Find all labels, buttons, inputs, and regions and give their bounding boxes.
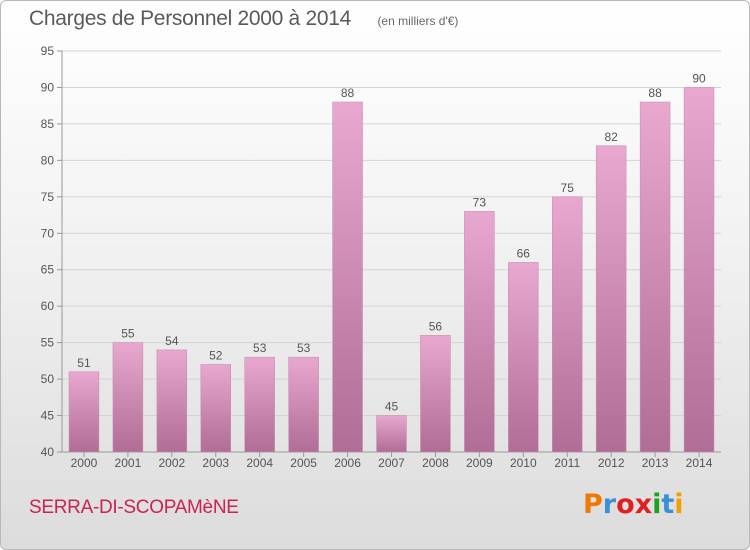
data-label: 88	[341, 86, 355, 100]
logo-letter: o	[616, 489, 635, 520]
logo-letter: i	[674, 489, 684, 520]
data-label: 73	[473, 195, 487, 209]
x-tick-label: 2004	[246, 456, 273, 470]
data-label: 90	[692, 71, 706, 85]
proxiti-logo[interactable]: Proxiti	[583, 489, 684, 520]
bar	[332, 101, 363, 453]
data-label: 88	[648, 86, 662, 100]
y-tick-label: 80	[41, 153, 55, 167]
x-tick-label: 2010	[510, 456, 537, 470]
chart-subtitle: (en milliers d'€)	[377, 14, 459, 28]
x-tick-label: 2001	[115, 456, 142, 470]
x-tick-label: 2014	[686, 456, 713, 470]
x-tick-label: 2006	[334, 456, 361, 470]
bar	[200, 364, 232, 453]
logo-letter: x	[634, 489, 653, 520]
x-tick-label: 2011	[554, 456, 580, 470]
y-tick-label: 70	[41, 226, 55, 240]
y-tick-label: 65	[41, 263, 55, 277]
data-label: 54	[165, 334, 179, 348]
logo-letter: P	[583, 489, 603, 520]
x-tick-label: 2000	[71, 456, 98, 470]
y-tick-label: 95	[41, 44, 55, 58]
y-tick-label: 40	[41, 445, 55, 459]
x-tick-label: 2009	[466, 456, 493, 470]
bar	[244, 356, 275, 453]
chart-title: Charges de Personnel 2000 à 2014	[29, 7, 351, 30]
bar	[464, 211, 495, 453]
bar	[508, 262, 539, 453]
bar	[112, 342, 144, 453]
x-tick-labels: 2000 2001 2002 2003 2004 2005 2006 2007 2008 2009…	[71, 456, 713, 470]
data-label: 56	[429, 319, 443, 333]
y-tick-label: 60	[41, 299, 55, 313]
data-labels: 51 55 54 52 53 53 88 45 56 73 66 75 82 88 90	[77, 71, 706, 413]
x-tick-label: 2005	[290, 456, 317, 470]
bar	[68, 371, 100, 453]
logo-letter: r	[602, 489, 617, 520]
title-row: Charges de Personnel 2000 à 2014 (en mil…	[29, 7, 458, 31]
bar	[288, 356, 319, 453]
bar	[551, 196, 583, 453]
y-tick-label: 85	[41, 117, 55, 131]
y-tick-label: 75	[41, 190, 55, 204]
bar	[595, 145, 627, 453]
data-label: 53	[253, 341, 267, 355]
data-label: 45	[385, 400, 399, 414]
x-tick-label: 2003	[202, 456, 229, 470]
x-tick-label: 2002	[158, 456, 185, 470]
bar	[376, 415, 407, 453]
x-tick-label: 2008	[422, 456, 449, 470]
data-label: 66	[517, 246, 531, 260]
bar	[420, 335, 451, 453]
bar	[156, 349, 188, 453]
bars	[68, 87, 715, 453]
logo-letter: t	[661, 489, 675, 520]
data-label: 51	[77, 356, 91, 370]
y-tick-label: 50	[41, 372, 55, 386]
data-label: 52	[209, 349, 223, 363]
commune-name: SERRA-DI-SCOPAMèNE	[29, 497, 239, 518]
x-tick-label: 2007	[378, 456, 405, 470]
data-label: 53	[297, 341, 311, 355]
y-tick-label: 90	[41, 80, 55, 94]
bar	[639, 101, 671, 453]
data-label: 82	[604, 130, 618, 144]
data-label: 55	[121, 327, 135, 341]
y-tick-label: 45	[41, 409, 55, 423]
x-tick-label: 2013	[642, 456, 669, 470]
logo-letter: i	[652, 489, 662, 520]
y-tick-label: 55	[41, 336, 55, 350]
x-tick-label: 2012	[598, 456, 625, 470]
data-label: 75	[561, 181, 575, 195]
y-tick-labels: 40 45 50 55 60 65 70 75 80 85 90 95	[41, 44, 55, 459]
bar	[683, 87, 715, 453]
